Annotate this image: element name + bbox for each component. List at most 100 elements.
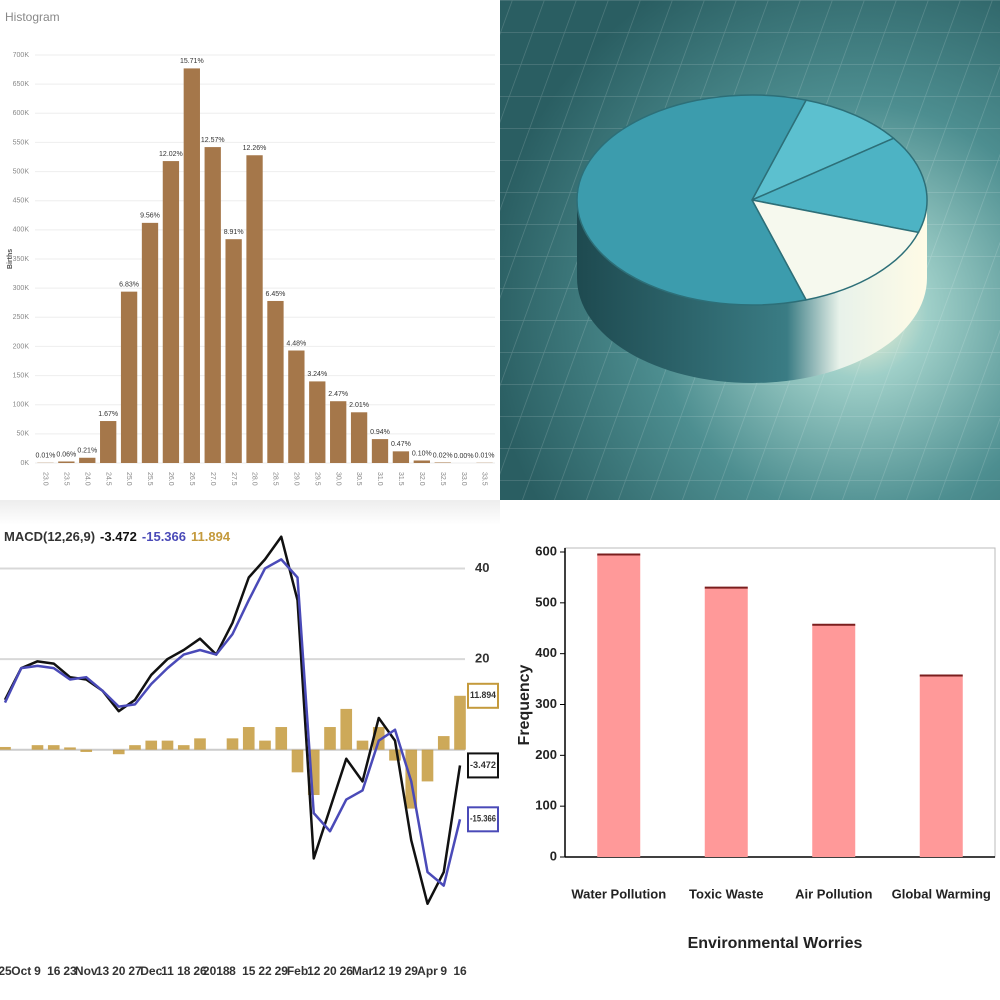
bar-label: 1.67% <box>98 411 118 418</box>
bar <box>225 239 242 463</box>
histogram-bar <box>356 740 369 750</box>
x-tick-label: 30.0 <box>334 472 341 486</box>
bar <box>162 161 180 463</box>
x-tick-label: 33.0 <box>460 472 467 486</box>
legend-value: 11.894 <box>191 529 231 544</box>
x-tick-label: 11 <box>161 964 174 978</box>
bar-label: 12.02% <box>159 151 183 158</box>
histogram-bar <box>324 727 336 750</box>
legend-value: -3.472 <box>100 529 137 544</box>
last-value-box <box>467 752 499 779</box>
legend-value: -15.366 <box>142 529 186 544</box>
y-tick-label: 250K <box>13 314 30 321</box>
y-tick-label: 200K <box>13 343 30 350</box>
x-tick-label: 23.0 <box>42 472 49 486</box>
bar <box>79 457 96 463</box>
histogram-bar <box>389 749 401 761</box>
series-line <box>3 558 462 887</box>
x-tick-label: Global Warming <box>892 886 991 901</box>
bar <box>919 675 963 857</box>
histogram-bar <box>177 745 190 750</box>
x-tick-label: 33.5 <box>481 472 488 486</box>
bar <box>597 554 641 857</box>
x-tick-label: 27.0 <box>209 472 216 486</box>
y-tick-label: 40 <box>475 560 489 575</box>
x-tick-label: 30.5 <box>355 472 362 486</box>
histogram-bar <box>291 749 304 773</box>
x-tick-label: 26.5 <box>188 472 195 486</box>
y-tick-label: 100K <box>13 402 30 409</box>
bar <box>183 68 200 464</box>
x-tick-label: Nov <box>75 964 98 978</box>
bar-label: 0.02% <box>433 452 453 459</box>
x-tick-label: 23.5 <box>63 472 70 486</box>
x-tick-label: 32.0 <box>418 472 425 486</box>
histogram-bar <box>194 738 206 750</box>
y-tick-label: 600 <box>535 543 557 558</box>
pie-slice <box>750 198 920 301</box>
x-tick-label: 20 <box>323 964 337 978</box>
bar <box>246 155 263 463</box>
y-tick-label: 400 <box>535 645 557 660</box>
bar-label: 0.06% <box>56 451 76 458</box>
x-tick-label: Apr <box>417 964 438 978</box>
y-tick-label: 300K <box>13 285 30 292</box>
chart-title: Histogram <box>5 10 60 24</box>
bar <box>704 587 748 857</box>
histogram-bar <box>421 749 434 782</box>
x-tick-label: 12 <box>307 964 321 978</box>
x-tick-label: Mar <box>352 964 374 978</box>
x-tick-label: 16 <box>47 964 61 978</box>
histogram-bar <box>437 736 450 750</box>
bar <box>392 451 410 463</box>
bar-label: 0.21% <box>77 448 97 455</box>
x-tick-label: 18 <box>177 964 191 978</box>
legend-title: MACD(12,26,9) <box>4 529 95 544</box>
x-tick-label: 9 <box>440 964 447 978</box>
bar-label: 8.91% <box>224 229 244 236</box>
x-tick-label: 27 <box>128 964 142 978</box>
histogram-bar <box>80 749 93 752</box>
bar-label: 2.01% <box>349 402 369 409</box>
x-tick-label: 24.0 <box>83 472 90 486</box>
x-tick-label: 29 <box>275 964 289 978</box>
y-tick-label: 600K <box>13 110 30 117</box>
x-tick-label: 25.5 <box>146 472 153 486</box>
x-tick-label: Water Pollution <box>571 886 666 901</box>
bar-label: 0.01% <box>475 453 495 460</box>
x-tick-label: 22 <box>258 964 272 978</box>
y-tick-label: 400K <box>13 227 30 234</box>
bar-label: 0.01% <box>36 453 56 460</box>
bar <box>267 300 284 463</box>
last-value-label: -15.366 <box>470 814 496 824</box>
bar-label: 12.57% <box>201 137 225 144</box>
bar <box>413 460 430 463</box>
histogram-bar <box>129 745 141 750</box>
x-tick-label: Air Pollution <box>795 886 872 901</box>
x-tick-label: Feb <box>287 964 308 978</box>
bar-label: 12.26% <box>243 145 267 152</box>
x-tick-label: 9 <box>34 964 41 978</box>
y-tick-label: 0K <box>20 460 29 467</box>
histogram-bar <box>145 740 158 750</box>
bar-label: 4.48% <box>286 340 306 347</box>
x-tick-label: 31.0 <box>376 472 383 486</box>
histogram-bar <box>259 740 271 750</box>
x-tick-label: 13 <box>96 964 110 978</box>
y-tick-label: 650K <box>13 81 30 88</box>
bar <box>330 401 347 463</box>
x-tick-label: 25 <box>0 964 12 978</box>
bar <box>141 222 159 463</box>
x-tick-label: 23 <box>63 964 77 978</box>
y-tick-label: 0 <box>550 848 557 863</box>
pie-slice <box>750 99 895 202</box>
x-tick-label: 26.0 <box>167 472 174 486</box>
x-tick-label: 16 <box>453 964 467 978</box>
y-axis-label: Births <box>7 249 14 269</box>
y-tick-label: 200 <box>535 747 557 762</box>
x-tick-label: 26 <box>340 964 354 978</box>
histogram-bar <box>161 740 174 750</box>
x-tick-label: 19 <box>388 964 402 978</box>
pie-slice <box>749 137 928 234</box>
